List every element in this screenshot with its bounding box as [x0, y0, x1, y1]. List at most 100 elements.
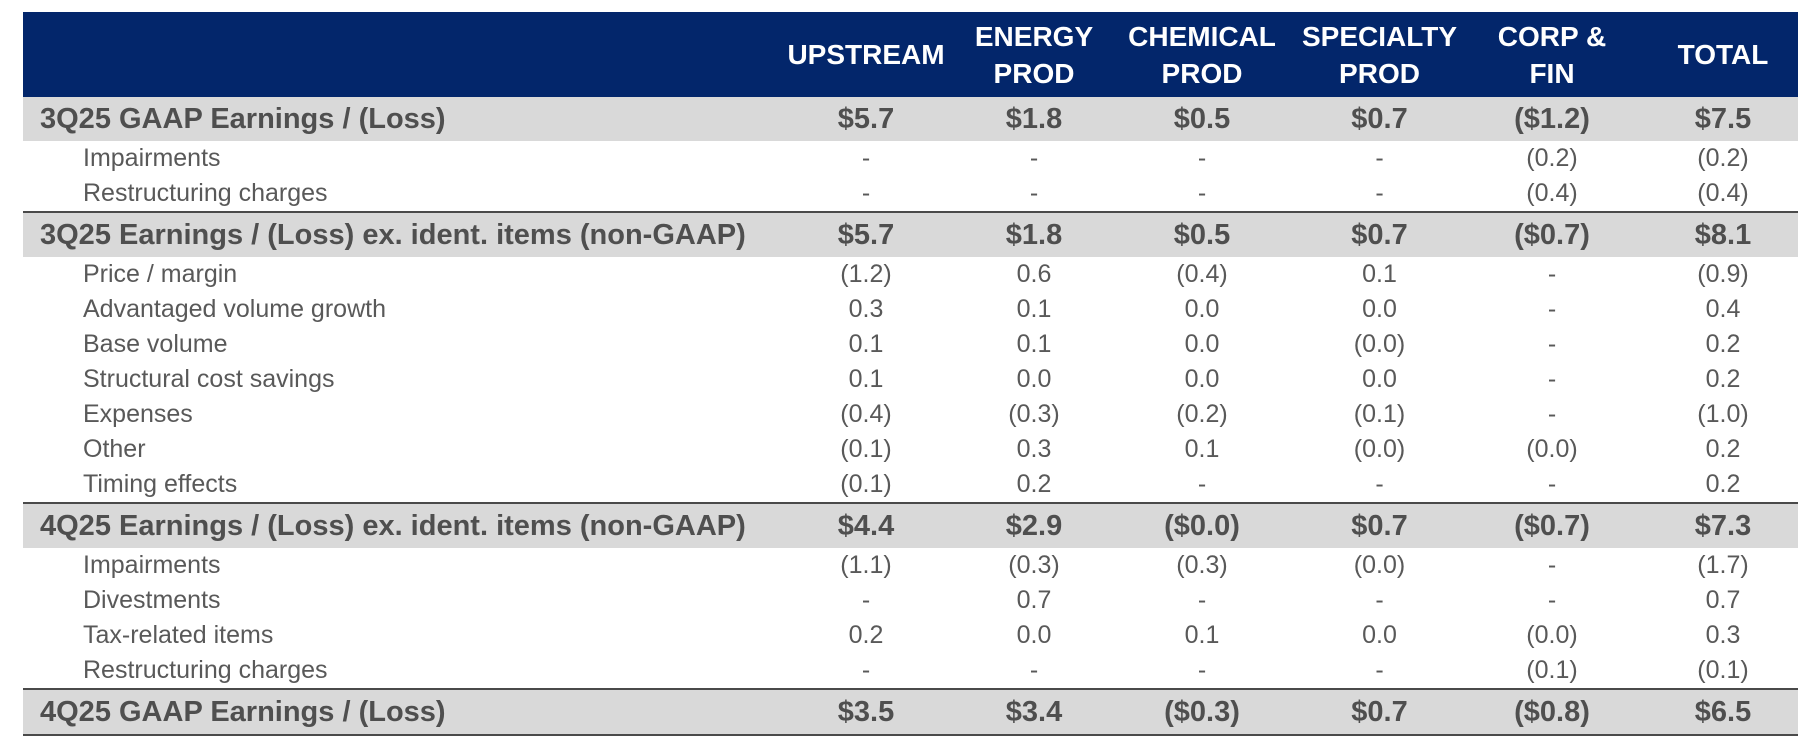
cell-total: 0.4	[1705, 295, 1741, 323]
cell-upstream: $3.5	[837, 695, 895, 728]
row-label: Other	[83, 435, 146, 463]
cell-chemical-prod: ($0.3)	[1164, 695, 1240, 728]
cell-upstream: (1.1)	[840, 551, 892, 579]
table-row: Advantaged volume growth 0.3 0.1 0.0 0.0 - 0.4	[23, 292, 1798, 327]
table-body: 3Q25 GAAP Earnings / (Loss) $5.7 $1.8 $0.5 $…	[23, 97, 1798, 736]
cell-energy-prod: 0.1	[1016, 330, 1052, 358]
column-header-line: TOTAL	[1677, 39, 1769, 70]
cell-upstream: -	[861, 586, 871, 614]
cell-energy-prod: 0.0	[1016, 365, 1052, 393]
cell-upstream: $5.7	[837, 102, 895, 135]
cell-energy-prod: 0.1	[1016, 295, 1052, 323]
cell-chemical-prod: (0.2)	[1176, 400, 1228, 428]
column-header-line: PROD	[993, 57, 1075, 89]
cell-upstream: (0.1)	[840, 470, 892, 498]
cell-energy-prod: $1.8	[1005, 218, 1063, 251]
cell-energy-prod: (0.3)	[1008, 551, 1060, 579]
table-row: Expenses (0.4) (0.3) (0.2) (0.1) - (1.0)	[23, 397, 1798, 432]
cell-total: 0.2	[1705, 330, 1741, 358]
row-label: Divestments	[83, 586, 221, 614]
table-row: Divestments - 0.7 - - - 0.7	[23, 583, 1798, 618]
table-row: Restructuring charges - - - - (0.1) (0.1)	[23, 653, 1798, 688]
cell-chemical-prod: ($0.0)	[1164, 509, 1240, 542]
column-header-chemical-prod: CHEMICAL PROD	[1128, 12, 1276, 97]
cell-total: 0.2	[1705, 470, 1741, 498]
table-row: Structural cost savings 0.1 0.0 0.0 0.0 - 0.2	[23, 362, 1798, 397]
cell-corp-fin: -	[1547, 470, 1557, 498]
cell-specialty-prod: -	[1375, 656, 1384, 684]
cell-chemical-prod: 0.0	[1184, 330, 1220, 358]
cell-total: (0.2)	[1697, 144, 1749, 172]
cell-chemical-prod: -	[1197, 470, 1207, 498]
cell-upstream: (0.1)	[840, 435, 892, 463]
table-row: Impairments - - - - (0.2) (0.2)	[23, 141, 1798, 176]
row-label: Restructuring charges	[83, 656, 328, 684]
cell-upstream: -	[861, 179, 871, 207]
cell-upstream: 0.2	[848, 621, 884, 649]
row-label: Price / margin	[83, 260, 238, 288]
cell-corp-fin: (0.1)	[1526, 656, 1578, 684]
cell-corp-fin: (0.4)	[1526, 179, 1578, 207]
cell-upstream: -	[861, 144, 871, 172]
column-header-line: SPECIALTY	[1301, 20, 1458, 52]
row-label: 4Q25 GAAP Earnings / (Loss)	[40, 695, 446, 728]
row-label: Advantaged volume growth	[83, 295, 386, 323]
cell-energy-prod: -	[1029, 179, 1039, 207]
cell-upstream: -	[861, 656, 871, 684]
table-row: Tax-related items 0.2 0.0 0.1 0.0 (0.0) 0.3	[23, 618, 1798, 653]
row-label: Base volume	[83, 330, 228, 358]
cell-corp-fin: -	[1547, 400, 1557, 428]
cell-chemical-prod: 0.1	[1184, 621, 1220, 649]
cell-total: (0.4)	[1697, 179, 1749, 207]
cell-energy-prod: $2.9	[1005, 509, 1063, 542]
cell-corp-fin: -	[1547, 330, 1557, 358]
cell-specialty-prod: $0.7	[1351, 695, 1408, 728]
cell-corp-fin: (0.2)	[1526, 144, 1578, 172]
cell-upstream: (1.2)	[840, 260, 892, 288]
cell-specialty-prod: -	[1375, 586, 1384, 614]
column-header-line: PROD	[1339, 57, 1420, 89]
row-label: 4Q25 Earnings / (Loss) ex. ident. items …	[40, 509, 746, 542]
column-header-energy-prod: ENERGY PROD	[960, 12, 1108, 97]
cell-total: $7.3	[1694, 509, 1752, 542]
cell-upstream: 0.1	[848, 365, 884, 393]
cell-corp-fin: (0.0)	[1526, 435, 1578, 463]
cell-chemical-prod: $0.5	[1173, 102, 1231, 135]
cell-corp-fin: -	[1547, 260, 1557, 288]
cell-total: 0.3	[1705, 621, 1741, 649]
cell-upstream: (0.4)	[840, 400, 892, 428]
column-header-line: CORP &	[1497, 20, 1607, 52]
row-label: Tax-related items	[83, 621, 274, 649]
cell-specialty-prod: $0.7	[1351, 102, 1408, 135]
cell-energy-prod: 0.7	[1016, 586, 1052, 614]
cell-total: $6.5	[1694, 695, 1752, 728]
cell-energy-prod: 0.2	[1016, 470, 1052, 498]
cell-corp-fin: ($0.7)	[1514, 218, 1590, 251]
cell-corp-fin: ($0.7)	[1514, 509, 1590, 542]
cell-chemical-prod: (0.3)	[1176, 551, 1228, 579]
row-label: 3Q25 GAAP Earnings / (Loss)	[40, 102, 446, 135]
cell-total: (0.9)	[1697, 260, 1749, 288]
cell-chemical-prod: 0.1	[1184, 435, 1220, 463]
cell-chemical-prod: -	[1197, 656, 1207, 684]
cell-energy-prod: 0.3	[1016, 435, 1052, 463]
cell-total: (1.7)	[1697, 551, 1749, 579]
cell-corp-fin: -	[1547, 365, 1557, 393]
column-header-total: TOTAL	[1653, 12, 1793, 97]
cell-total: $8.1	[1694, 218, 1752, 251]
row-label: Timing effects	[83, 470, 238, 498]
cell-chemical-prod: (0.4)	[1176, 260, 1228, 288]
cell-specialty-prod: 0.0	[1362, 365, 1397, 393]
column-header-line: ENERGY	[974, 20, 1094, 52]
cell-energy-prod: 0.6	[1016, 260, 1052, 288]
cell-specialty-prod: (0.0)	[1353, 330, 1406, 358]
cell-corp-fin: -	[1547, 551, 1557, 579]
cell-chemical-prod: 0.0	[1184, 365, 1220, 393]
cell-energy-prod: $1.8	[1005, 102, 1063, 135]
table-row: Impairments (1.1) (0.3) (0.3) (0.0) - (1.7)	[23, 548, 1798, 583]
row-label: Structural cost savings	[83, 365, 335, 393]
row-label: Restructuring charges	[83, 179, 328, 207]
table-row: Restructuring charges - - - - (0.4) (0.4)	[23, 176, 1798, 211]
cell-specialty-prod: (0.0)	[1353, 435, 1406, 463]
cell-total: (1.0)	[1697, 400, 1749, 428]
